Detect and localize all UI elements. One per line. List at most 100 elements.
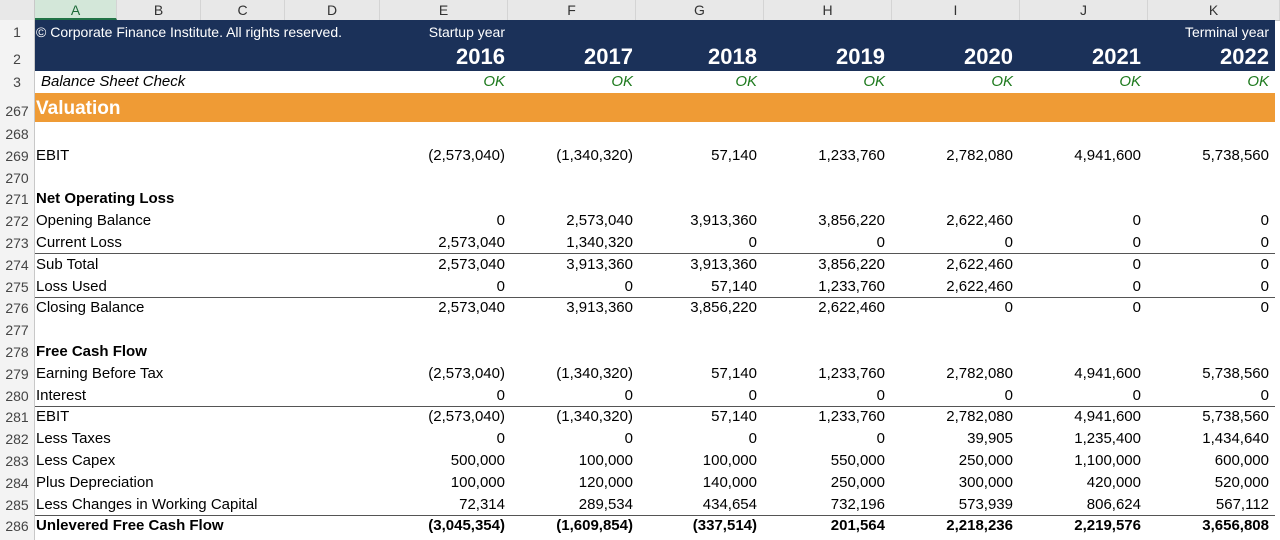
value-cell[interactable] xyxy=(636,167,757,189)
row-label[interactable]: Closing Balance xyxy=(36,299,145,317)
row-label[interactable]: Sub Total xyxy=(36,255,99,273)
value-cell[interactable]: 0 xyxy=(748,430,757,448)
terminal-year-label[interactable]: Terminal year xyxy=(1184,24,1269,40)
row-number[interactable]: 3 xyxy=(13,74,21,90)
column-header-e[interactable]: E xyxy=(380,0,508,20)
row-label[interactable]: Net Operating Loss xyxy=(36,190,175,208)
row-label[interactable]: Less Taxes xyxy=(36,430,111,448)
column-header-f[interactable]: F xyxy=(508,0,636,20)
row-number[interactable]: 271 xyxy=(5,191,29,208)
value-cell[interactable]: 0 xyxy=(496,212,505,230)
value-cell[interactable]: 500,000 xyxy=(450,452,505,469)
value-cell[interactable] xyxy=(1020,123,1141,145)
check-cell[interactable]: OK xyxy=(991,73,1013,90)
value-cell[interactable]: 520,000 xyxy=(1214,473,1269,491)
value-cell[interactable] xyxy=(508,123,633,145)
value-cell[interactable]: 2,622,460 xyxy=(818,299,885,317)
value-cell[interactable]: 3,913,360 xyxy=(566,255,633,273)
value-cell[interactable]: 2,573,040 xyxy=(566,212,633,230)
value-cell[interactable]: 5,738,560 xyxy=(1202,146,1269,164)
value-cell[interactable]: 420,000 xyxy=(1086,473,1141,491)
column-header-j[interactable]: J xyxy=(1020,0,1148,20)
row-number[interactable]: 277 xyxy=(5,322,29,339)
row-number[interactable]: 285 xyxy=(5,496,29,513)
column-header-i[interactable]: I xyxy=(892,0,1020,20)
value-cell[interactable] xyxy=(1020,319,1141,341)
value-cell[interactable]: 0 xyxy=(876,386,885,404)
column-header-b[interactable]: B xyxy=(117,0,201,20)
value-cell[interactable] xyxy=(380,167,505,189)
value-cell[interactable]: (337,514) xyxy=(692,517,757,535)
value-cell[interactable]: 550,000 xyxy=(830,452,885,469)
value-cell[interactable] xyxy=(1148,188,1269,210)
value-cell[interactable]: 573,939 xyxy=(958,495,1013,513)
value-cell[interactable]: 0 xyxy=(1260,386,1269,404)
value-cell[interactable] xyxy=(636,123,757,145)
value-cell[interactable]: 0 xyxy=(748,234,757,251)
value-cell[interactable] xyxy=(380,341,505,363)
value-cell[interactable]: 2,622,460 xyxy=(946,277,1013,295)
value-cell[interactable] xyxy=(1148,123,1269,145)
value-cell[interactable]: 1,233,760 xyxy=(818,364,885,382)
column-header-c[interactable]: C xyxy=(201,0,285,20)
row-label[interactable]: EBIT xyxy=(36,146,70,164)
check-cell[interactable]: OK xyxy=(1247,73,1269,90)
value-cell[interactable]: 600,000 xyxy=(1214,452,1269,469)
value-cell[interactable]: 3,856,220 xyxy=(818,212,885,230)
year-cell[interactable]: 2022 xyxy=(1220,44,1269,69)
value-cell[interactable]: 567,112 xyxy=(1215,495,1269,513)
value-cell[interactable]: 1,233,760 xyxy=(818,408,885,426)
copyright-text[interactable]: © Corporate Finance Institute. All right… xyxy=(36,24,343,40)
row-label[interactable]: Earning Before Tax xyxy=(36,364,164,382)
value-cell[interactable]: 1,233,760 xyxy=(818,277,885,295)
value-cell[interactable]: 4,941,600 xyxy=(1074,146,1141,164)
value-cell[interactable]: 0 xyxy=(1132,386,1141,404)
value-cell[interactable]: 0 xyxy=(1132,299,1141,317)
row-label[interactable]: Free Cash Flow xyxy=(36,343,147,360)
row-number[interactable]: 267 xyxy=(5,103,29,119)
value-cell[interactable]: 300,000 xyxy=(958,473,1013,491)
value-cell[interactable]: 2,782,080 xyxy=(946,146,1013,164)
value-cell[interactable]: (3,045,354) xyxy=(428,517,505,535)
row-number[interactable]: 272 xyxy=(5,213,29,230)
value-cell[interactable]: 2,219,576 xyxy=(1074,517,1141,535)
value-cell[interactable]: 3,913,360 xyxy=(566,299,633,317)
value-cell[interactable]: 4,941,600 xyxy=(1074,408,1141,426)
row-label[interactable]: Loss Used xyxy=(36,277,107,295)
value-cell[interactable]: (2,573,040) xyxy=(428,146,505,164)
check-cell[interactable]: OK xyxy=(1119,73,1141,90)
value-cell[interactable]: 4,941,600 xyxy=(1074,364,1141,382)
row-number[interactable]: 278 xyxy=(5,344,29,360)
value-cell[interactable]: 57,140 xyxy=(711,364,757,382)
value-cell[interactable]: 1,434,640 xyxy=(1202,430,1269,448)
value-cell[interactable]: 0 xyxy=(1260,299,1269,317)
value-cell[interactable] xyxy=(892,319,1013,341)
row-label[interactable]: Less Changes in Working Capital xyxy=(36,495,258,513)
value-cell[interactable]: 2,622,460 xyxy=(946,212,1013,230)
value-cell[interactable]: 57,140 xyxy=(711,277,757,295)
value-cell[interactable] xyxy=(764,341,885,363)
value-cell[interactable]: 120,000 xyxy=(578,473,633,491)
value-cell[interactable]: 289,534 xyxy=(578,495,633,513)
value-cell[interactable]: 0 xyxy=(624,277,633,295)
value-cell[interactable]: (1,340,320) xyxy=(556,408,633,426)
startup-year-label[interactable]: Startup year xyxy=(428,24,505,40)
value-cell[interactable]: 2,573,040 xyxy=(438,299,505,317)
row-number[interactable]: 279 xyxy=(5,365,29,382)
value-cell[interactable]: 100,000 xyxy=(578,452,633,469)
row-number[interactable]: 2 xyxy=(13,51,21,67)
value-cell[interactable]: 0 xyxy=(876,234,885,251)
value-cell[interactable] xyxy=(892,123,1013,145)
row-number[interactable]: 1 xyxy=(13,24,21,40)
value-cell[interactable] xyxy=(508,188,633,210)
value-cell[interactable]: 0 xyxy=(1260,212,1269,230)
row-number[interactable]: 274 xyxy=(5,256,29,273)
value-cell[interactable]: 0 xyxy=(1132,212,1141,230)
column-header-d[interactable]: D xyxy=(285,0,380,20)
value-cell[interactable] xyxy=(508,167,633,189)
value-cell[interactable]: 250,000 xyxy=(958,452,1013,469)
row-label[interactable]: Current Loss xyxy=(36,234,122,251)
value-cell[interactable]: 0 xyxy=(1260,277,1269,295)
row-label[interactable]: EBIT xyxy=(36,408,70,426)
value-cell[interactable]: 250,000 xyxy=(830,473,885,491)
